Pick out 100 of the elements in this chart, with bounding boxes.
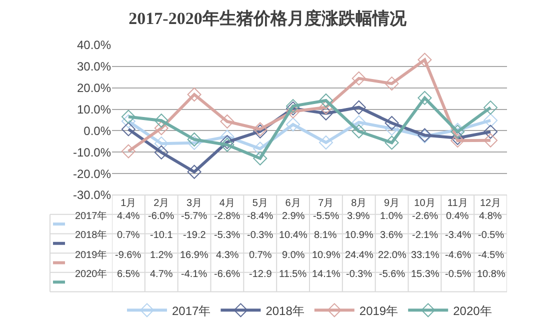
data-label: 0.4% <box>446 211 469 222</box>
data-label: 0.7% <box>249 250 272 261</box>
point <box>187 136 202 150</box>
data-label: -5.7% <box>181 211 208 222</box>
data-label: 0.7% <box>117 230 140 241</box>
data-label: 24.4% <box>345 250 374 261</box>
point <box>220 114 234 128</box>
data-label: -2.8% <box>214 211 240 222</box>
y-tick-label: 30.0% <box>76 60 112 74</box>
point <box>121 144 136 158</box>
point <box>187 164 202 179</box>
data-label: -0.5% <box>478 230 504 241</box>
data-label: -8.4% <box>247 211 274 222</box>
data-label: -2.1% <box>412 230 438 241</box>
data-label: -0.3% <box>247 230 274 241</box>
y-tick-label: -10.0% <box>72 145 112 160</box>
y-tick-label: -20.0% <box>72 166 112 181</box>
point <box>318 94 333 108</box>
data-label: -2.6% <box>412 211 438 222</box>
point <box>154 136 168 151</box>
data-label: -5.6% <box>379 269 406 280</box>
data-label: -19.2 <box>183 230 206 241</box>
point <box>286 118 300 132</box>
point <box>352 100 366 114</box>
data-label: -0.5% <box>445 269 472 280</box>
data-label: -6.0% <box>148 211 174 222</box>
text: 2019年 <box>75 250 108 261</box>
y-tick-label: 20.0% <box>76 81 112 96</box>
data-label: -9.6% <box>115 250 142 261</box>
data-label: -4.1% <box>181 269 208 280</box>
point <box>253 151 268 166</box>
data-label: 3.6% <box>380 230 403 241</box>
data-label: -0.3% <box>346 269 372 280</box>
point <box>121 110 136 124</box>
data-label: 4.8% <box>479 211 502 222</box>
point <box>154 114 168 128</box>
data-label: -5.3% <box>214 230 240 241</box>
x-tick-label: 9月 <box>384 198 400 209</box>
point <box>484 113 498 128</box>
x-tick-label: 11月 <box>447 198 468 209</box>
data-label: -12.9 <box>249 269 272 280</box>
point <box>384 76 399 91</box>
point <box>352 115 366 130</box>
data-label: 1.2% <box>150 250 173 261</box>
x-tick-label: 7月 <box>318 198 334 209</box>
point <box>384 116 399 130</box>
x-tick-label: 10月 <box>414 198 436 209</box>
point <box>286 104 300 118</box>
point <box>352 71 366 86</box>
data-label: 4.3% <box>216 250 239 261</box>
data-label: 4.4% <box>117 211 140 222</box>
data-label: 22.0% <box>378 250 406 261</box>
x-tick-label: 6月 <box>285 198 301 209</box>
point <box>318 136 333 150</box>
data-label: -3.4% <box>445 230 472 241</box>
data-label: 14.1% <box>312 269 340 280</box>
x-tick-label: 3月 <box>186 198 202 209</box>
data-label: 10.9% <box>345 230 374 241</box>
point <box>154 145 168 160</box>
data-label: 3.9% <box>347 211 370 222</box>
x-tick-label: 2月 <box>154 198 170 209</box>
point <box>484 133 498 148</box>
x-tick-label: 1月 <box>120 198 136 209</box>
data-label: 10.4% <box>279 230 308 241</box>
point <box>220 135 234 150</box>
data-label: 6.5% <box>117 269 140 280</box>
point <box>450 134 465 148</box>
point <box>484 124 498 139</box>
data-label: -4.6% <box>445 250 472 261</box>
data-label: 11.5% <box>279 269 307 280</box>
data-label: 4.7% <box>150 269 173 280</box>
point <box>187 132 202 146</box>
point <box>187 88 202 102</box>
data-label: 9.0% <box>282 250 305 261</box>
point <box>220 138 234 152</box>
data-label: 16.9% <box>180 250 208 261</box>
text: 2020年 <box>75 269 108 280</box>
point <box>121 122 136 136</box>
point <box>352 124 366 138</box>
point <box>418 52 432 67</box>
y-tick-label: 10.0% <box>76 102 112 116</box>
data-label: 10.9% <box>312 250 340 261</box>
legend-label: 2019年 <box>359 304 398 318</box>
data-label: 8.1% <box>314 230 337 241</box>
data-label: 15.3% <box>411 269 440 280</box>
text: 2017年 <box>75 211 108 222</box>
point <box>318 106 333 120</box>
data-label: -6.6% <box>214 269 240 280</box>
y-tick-label: -30.0% <box>72 188 112 202</box>
data-label: -10.1 <box>150 230 174 241</box>
x-tick-label: 4月 <box>219 198 235 209</box>
x-tick-label: 12月 <box>480 198 502 209</box>
point <box>484 100 498 115</box>
data-label: 10.8% <box>477 269 506 280</box>
y-tick-label: 40.0% <box>76 38 112 52</box>
data-label: 33.1% <box>411 250 440 261</box>
legend-label: 2018年 <box>266 304 304 318</box>
data-label: -4.5% <box>478 250 504 261</box>
point <box>121 114 136 128</box>
chart-title: 2017-2020年生猪价格月度涨跌幅情况 <box>128 8 408 28</box>
